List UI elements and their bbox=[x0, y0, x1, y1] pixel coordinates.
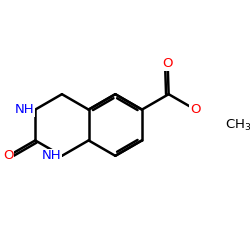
Text: NH: NH bbox=[14, 103, 34, 116]
Text: O: O bbox=[162, 57, 173, 70]
Text: NH: NH bbox=[41, 149, 61, 162]
Text: O: O bbox=[190, 103, 200, 116]
Text: CH$_3$: CH$_3$ bbox=[225, 118, 250, 132]
Text: O: O bbox=[3, 149, 14, 162]
